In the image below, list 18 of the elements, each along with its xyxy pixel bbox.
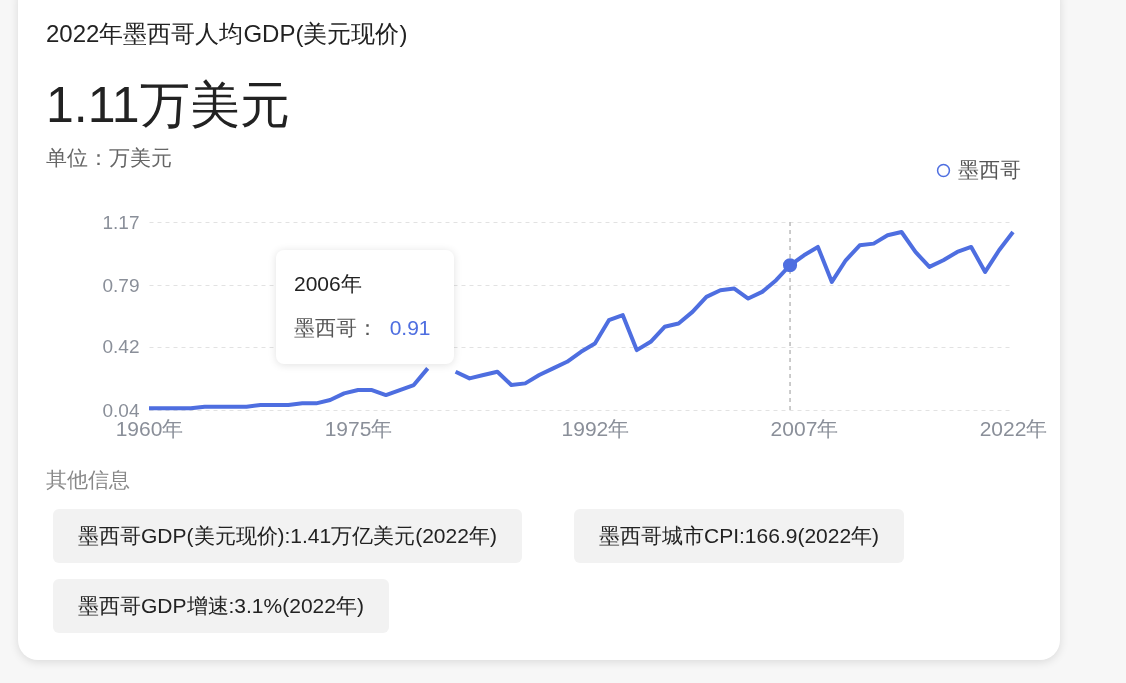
text: 墨西哥城市CPI:166.9(2022年) [574, 509, 905, 563]
text: 墨西哥GDP(美元现价):1.41万亿美元(2022年) [53, 509, 522, 563]
text: 其他信息 [46, 467, 130, 493]
annotation: 墨西哥： [294, 316, 378, 339]
y-tick-label: 0.42 [102, 336, 140, 358]
annotation: 2006年 [294, 271, 362, 297]
text: 墨西哥GDP增速:3.1%(2022年) [53, 579, 389, 633]
legend-label: 墨西哥 [958, 157, 1021, 181]
annotation: 0.91 [389, 316, 431, 339]
x-tick-label: 1975年 [324, 416, 393, 440]
x-tick-label: 2022年 [979, 416, 1048, 440]
x-tick-label: 2007年 [770, 416, 839, 440]
y-tick-label: 1.17 [102, 211, 140, 233]
y-axis-title: 单位：万美元 [46, 145, 172, 171]
x-tick-label: 1992年 [561, 416, 630, 440]
chart-subtitle: 1.11万美元 [46, 76, 290, 135]
y-tick-label: 0.79 [102, 274, 140, 296]
chart-title: 2022年墨西哥人均GDP(美元现价) [46, 19, 408, 49]
